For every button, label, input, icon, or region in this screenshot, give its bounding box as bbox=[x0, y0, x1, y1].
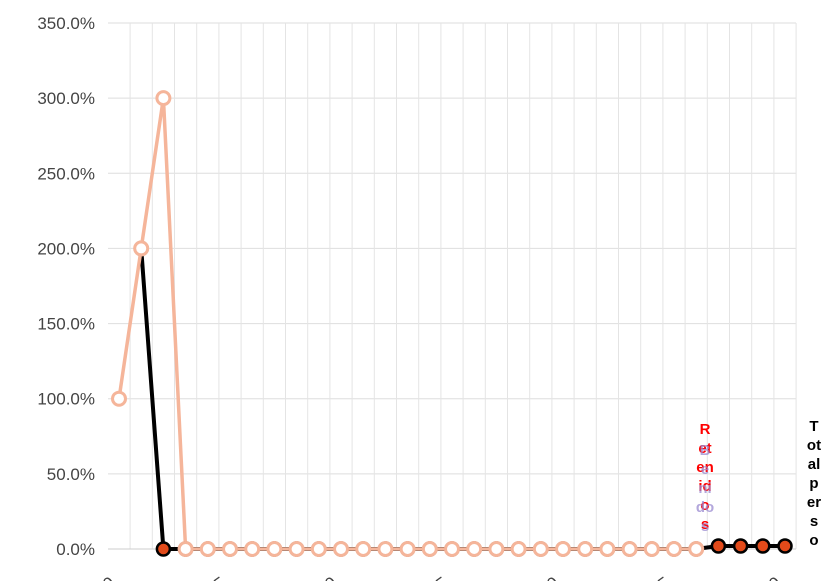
series-markers bbox=[111, 90, 793, 557]
data-point-s2 bbox=[310, 541, 327, 557]
data-point-s2 bbox=[621, 541, 638, 557]
chart-grid bbox=[108, 22, 797, 550]
y-tick-label: 300.0% bbox=[37, 89, 95, 108]
data-point-s2 bbox=[288, 541, 305, 557]
data-point-s1 bbox=[777, 538, 793, 554]
y-tick-label: 50.0% bbox=[47, 465, 95, 484]
data-point-s2 bbox=[577, 541, 594, 557]
x-tick-label: 0 bbox=[100, 573, 119, 581]
data-point-s1 bbox=[155, 541, 172, 557]
data-point-s2 bbox=[199, 541, 216, 557]
x-tick-label: 5 bbox=[655, 573, 674, 581]
x-axis-ticks: 0 5 0 5 0 5 0 bbox=[100, 573, 785, 581]
data-point-s2 bbox=[688, 541, 705, 557]
data-point-s2 bbox=[510, 541, 527, 557]
data-point-s2 bbox=[355, 541, 372, 557]
data-point-s1 bbox=[755, 538, 771, 554]
data-point-s2 bbox=[133, 240, 150, 257]
data-point-s2 bbox=[421, 541, 438, 557]
x-tick-label: 5 bbox=[211, 573, 230, 581]
y-axis-ticks: 0.0% 50.0% 100.0% 150.0% 200.0% 250.0% 300.0% 3… bbox=[37, 14, 95, 559]
data-point-s2 bbox=[177, 541, 194, 557]
data-point-s1 bbox=[710, 538, 727, 554]
data-point-s2 bbox=[266, 541, 283, 557]
y-tick-label: 150.0% bbox=[37, 315, 95, 334]
data-point-s2 bbox=[155, 90, 172, 107]
data-point-s1 bbox=[732, 538, 749, 554]
y-tick-label: 250.0% bbox=[37, 164, 95, 183]
y-tick-label: 100.0% bbox=[37, 390, 95, 409]
y-tick-label: 200.0% bbox=[37, 239, 95, 258]
data-point-s2 bbox=[333, 541, 349, 557]
data-point-s2 bbox=[244, 541, 261, 557]
x-tick-label: 0 bbox=[766, 573, 785, 581]
data-point-s2 bbox=[466, 541, 483, 557]
data-point-s2 bbox=[643, 541, 660, 557]
y-tick-label: 350.0% bbox=[37, 14, 95, 33]
data-point-s2 bbox=[532, 541, 549, 557]
x-tick-label: 0 bbox=[544, 573, 563, 581]
y-tick-label: 0.0% bbox=[56, 540, 95, 559]
data-point-s2 bbox=[399, 541, 416, 557]
x-tick-label: 5 bbox=[433, 573, 452, 581]
data-point-s2 bbox=[555, 541, 571, 557]
data-point-s2 bbox=[444, 541, 460, 557]
data-point-s2 bbox=[377, 541, 394, 557]
x-tick-label: 0 bbox=[322, 573, 341, 581]
data-point-s2 bbox=[222, 541, 238, 557]
data-point-s2 bbox=[488, 541, 505, 557]
data-point-s2 bbox=[666, 541, 682, 557]
data-point-s2 bbox=[599, 541, 616, 557]
data-point-s2 bbox=[111, 390, 127, 407]
